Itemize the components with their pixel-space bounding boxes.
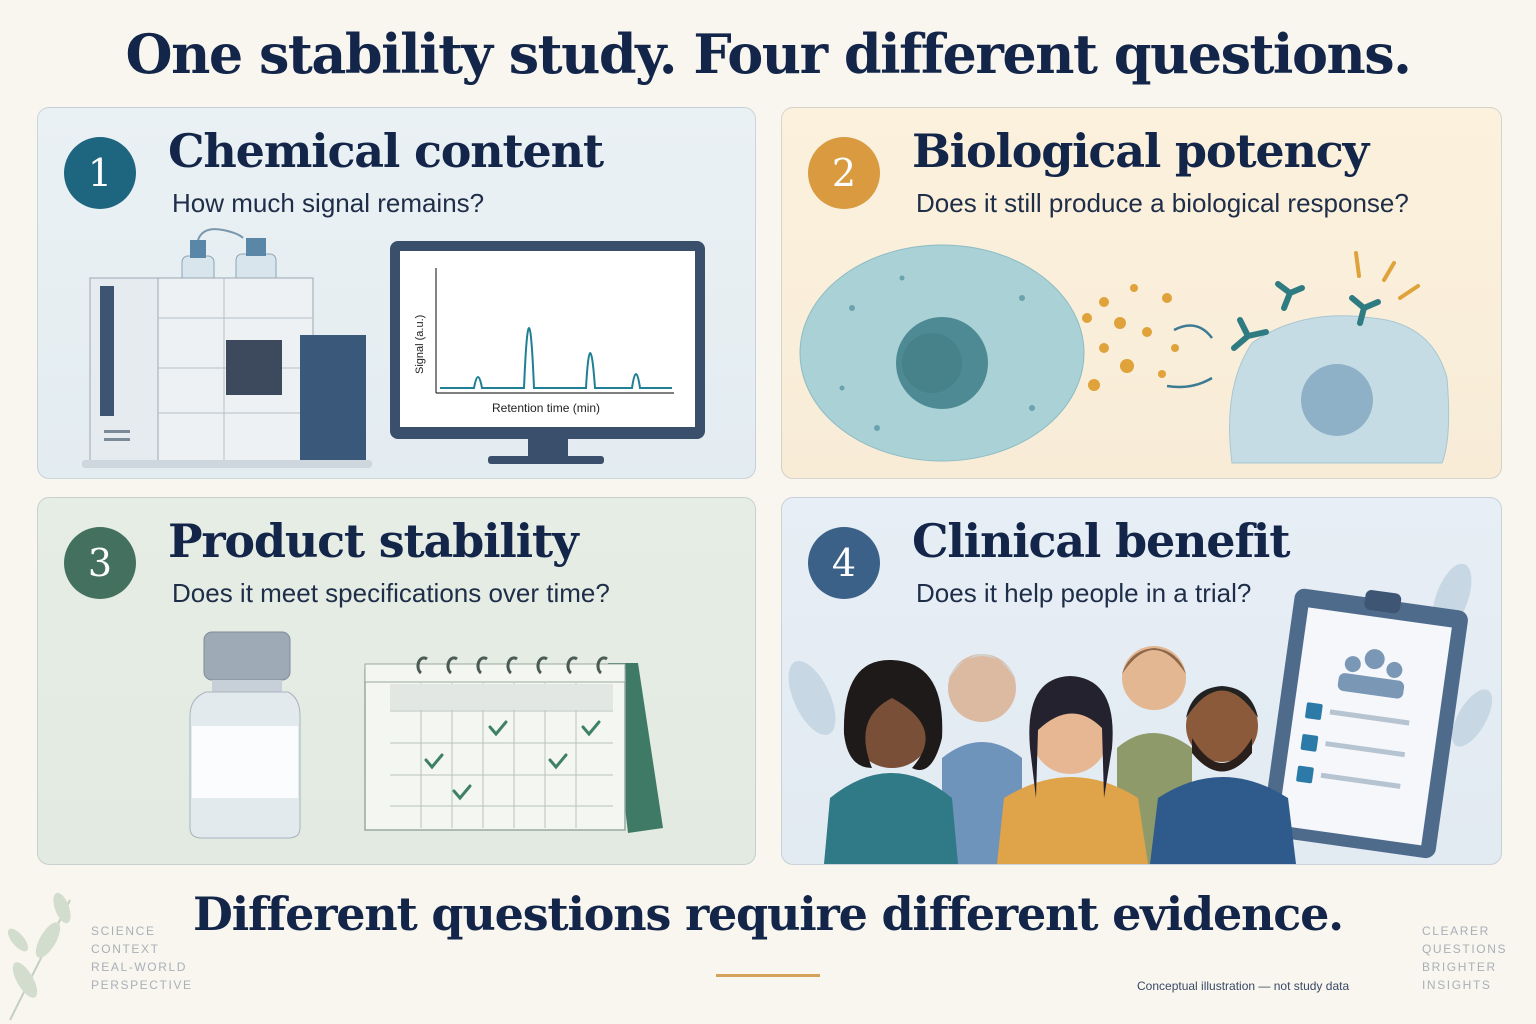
- left-tagline-line: CONTEXT: [91, 942, 160, 956]
- conclusion-text: Different questions require different ev…: [193, 887, 1344, 941]
- left-tagline-line: REAL-WORLD: [91, 960, 188, 974]
- leaf-decoration-icon: [7, 892, 71, 1021]
- step-number-1: 1: [64, 137, 136, 209]
- cell-signaling-illustration: [799, 244, 1450, 464]
- footnote: Conceptual illustration — not study data: [1137, 979, 1350, 993]
- panel-title-product-stability: Product stability: [168, 514, 579, 568]
- left-tagline-line: SCIENCE: [91, 924, 156, 938]
- panel-question-biological-potency: Does it still produce a biological respo…: [916, 188, 1409, 218]
- accent-divider: [716, 974, 820, 977]
- right-tagline-line: QUESTIONS: [1422, 942, 1508, 956]
- trial-participants-illustration: [788, 563, 1493, 864]
- hplc-illustration: [82, 228, 705, 468]
- panel-product-stability: 3 Product stability Does it meet specifi…: [37, 497, 756, 865]
- panel-chemical-content: 1 Chemical content How much signal remai…: [37, 107, 756, 479]
- step-number-3: 3: [64, 527, 136, 599]
- chromatogram-xlabel: Retention time (min): [492, 401, 601, 415]
- left-tagline-line: PERSPECTIVE: [91, 978, 193, 992]
- right-tagline-line: BRIGHTER: [1422, 960, 1497, 974]
- panel-clinical-benefit: 4 Clinical benefit Does it help people i…: [781, 497, 1502, 865]
- panel-title-biological-potency: Biological potency: [912, 124, 1369, 178]
- panel-title-clinical-benefit: Clinical benefit: [912, 514, 1290, 568]
- right-tagline: CLEARER QUESTIONS BRIGHTER INSIGHTS: [1422, 922, 1507, 994]
- panel-biological-potency: 2 Biological potency Does it still produ…: [781, 107, 1502, 479]
- panel-question-clinical-benefit: Does it help people in a trial?: [916, 578, 1252, 608]
- chromatogram-ylabel: Signal (a.u.): [414, 314, 426, 374]
- left-tagline: SCIENCE CONTEXT REAL-WORLD PERSPECTIVE: [91, 922, 193, 994]
- step-number-2: 2: [808, 137, 880, 209]
- step-number-4: 4: [808, 527, 880, 599]
- panel-question-product-stability: Does it meet specifications over time?: [172, 578, 610, 608]
- panel-title-chemical-content: Chemical content: [168, 124, 604, 178]
- page-title: One stability study. Four different ques…: [125, 22, 1412, 86]
- right-tagline-line: INSIGHTS: [1422, 978, 1492, 992]
- panel-question-chemical-content: How much signal remains?: [172, 188, 485, 218]
- vial-calendar-illustration: [189, 631, 663, 839]
- right-tagline-line: CLEARER: [1422, 924, 1490, 938]
